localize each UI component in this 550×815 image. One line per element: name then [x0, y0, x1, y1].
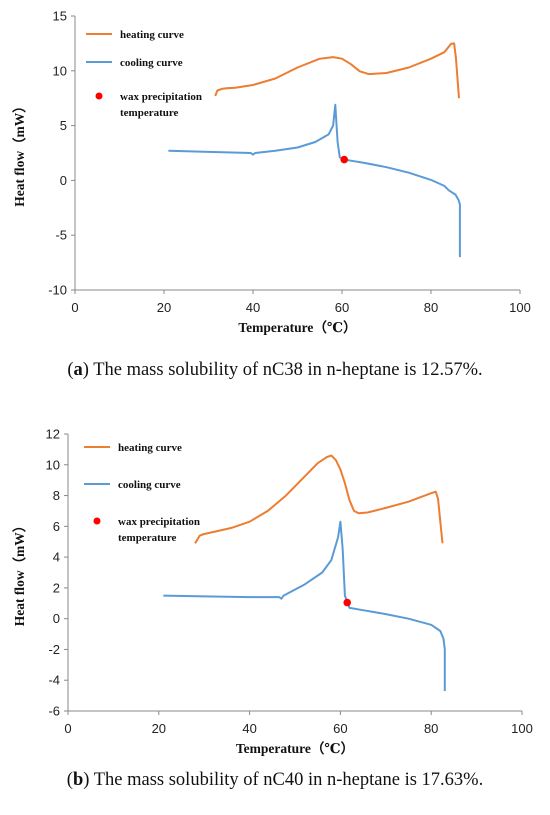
legend-label-heating: heating curve	[120, 29, 184, 41]
y-tick-label: -2	[48, 642, 60, 657]
x-tick-label: 20	[157, 300, 171, 315]
caption-a: (a) The mass solubility of nC38 in n-hep…	[67, 360, 483, 380]
y-axis-label: Heat flow（mW）	[12, 99, 27, 207]
x-axis-label: Temperature（℃）	[238, 320, 356, 335]
y-tick-label: 0	[53, 611, 60, 626]
cooling-curve-line	[163, 520, 446, 691]
y-tick-label: 2	[53, 580, 60, 595]
y-tick-label: 15	[53, 9, 67, 24]
y-tick-label: 0	[60, 173, 67, 188]
x-tick-label: 100	[511, 721, 533, 736]
wax-precipitation-point	[343, 598, 352, 607]
y-tick-label: 4	[53, 550, 60, 565]
figure-b: -6 -4 -2 0 2 4 6 8 10 12 0 20 40 60 80 100 Temperature（℃…	[0, 415, 550, 815]
x-tick-label: 0	[64, 721, 71, 736]
y-tick-label: -6	[48, 704, 60, 719]
legend-label-wax: wax precipitation temperature	[120, 91, 202, 119]
x-tick-label: 100	[509, 300, 531, 315]
caption-b-text: The mass solubility of nC40 in n-heptane…	[89, 770, 484, 790]
legend-label-wax: wax precipitation temperature	[118, 516, 200, 544]
caption-a-label: a	[73, 360, 83, 380]
x-tick-label: 80	[424, 721, 438, 736]
y-tick-label: -4	[48, 673, 60, 688]
y-tick-label: -5	[55, 228, 67, 243]
y-tick-label: 5	[60, 118, 67, 133]
x-tick-label: 0	[71, 300, 78, 315]
caption-b-label: b	[72, 770, 84, 790]
legend-marker-wax	[95, 92, 103, 100]
x-tick-label: 20	[152, 721, 166, 736]
legend-marker-wax	[93, 517, 101, 525]
y-tick-label: 8	[53, 488, 60, 503]
wax-precipitation-point	[340, 155, 349, 164]
x-tick-label: 40	[242, 721, 256, 736]
heating-curve-line	[194, 454, 444, 544]
x-axis-label: Temperature（℃）	[236, 741, 354, 756]
legend-label-cooling: cooling curve	[118, 479, 181, 491]
y-tick-label: 6	[53, 519, 60, 534]
y-tick-label: 12	[46, 427, 60, 442]
legend-label-heating: heating curve	[118, 442, 182, 454]
x-tick-label: 40	[246, 300, 260, 315]
caption-a-text: The mass solubility of nC38 in n-heptane…	[88, 360, 483, 380]
x-tick-label: 60	[335, 300, 349, 315]
caption-b: (b) The mass solubility of nC40 in n-hep…	[66, 770, 484, 790]
x-tick-label: 80	[424, 300, 438, 315]
y-axis-label: Heat flow（mW）	[12, 519, 27, 627]
y-tick-label: 10	[46, 457, 60, 472]
chart-b: -6 -4 -2 0 2 4 6 8 10 12 0 20 40 60 80 100 Temperature（℃…	[12, 427, 533, 757]
heating-curve-line	[214, 42, 460, 99]
x-tick-label: 60	[333, 721, 347, 736]
legend-label-cooling: cooling curve	[120, 57, 183, 69]
y-tick-label: -10	[48, 283, 67, 298]
y-tick-label: 10	[53, 63, 67, 78]
chart-a: -10 -5 0 5 10 15 0 20 40 60 80 100 Temperature（℃） Hea…	[12, 9, 531, 336]
cooling-curve-line	[168, 103, 461, 258]
figure-a: -10 -5 0 5 10 15 0 20 40 60 80 100 Temperature（℃） Hea…	[0, 0, 550, 400]
